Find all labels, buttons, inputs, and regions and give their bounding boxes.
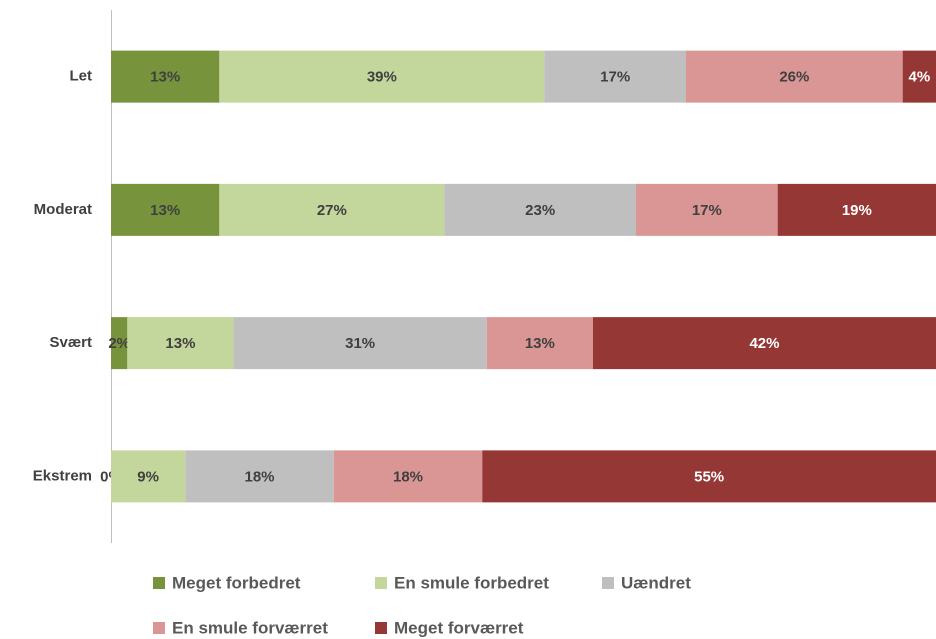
bar-segment <box>219 183 445 236</box>
bar-segment <box>902 50 936 103</box>
value-label: 2% <box>108 335 130 352</box>
bar-segment <box>111 450 186 503</box>
value-label: 13% <box>525 335 555 352</box>
bar-segment <box>486 317 593 370</box>
legend-swatch <box>153 622 165 634</box>
legend-swatch <box>153 577 165 589</box>
value-label: 42% <box>749 335 779 352</box>
bar-segment <box>444 183 636 236</box>
bar-segment <box>111 317 128 370</box>
bar-segment <box>111 50 220 103</box>
bar-segment <box>219 50 545 103</box>
category-label: Ekstrem <box>33 467 92 484</box>
bar-segment <box>233 317 487 370</box>
value-label: 27% <box>317 202 347 219</box>
legend-label: Meget forværret <box>394 618 524 637</box>
bar-segment <box>482 450 936 503</box>
value-label: 18% <box>393 468 423 485</box>
bar-segment <box>185 450 334 503</box>
bar-segment <box>111 183 220 236</box>
bar-segment <box>544 50 686 103</box>
value-label: 17% <box>692 202 722 219</box>
value-label: 31% <box>345 335 375 352</box>
value-label: 23% <box>525 202 555 219</box>
value-label: 26% <box>779 69 809 86</box>
value-label: 18% <box>244 468 274 485</box>
value-label: 9% <box>137 468 159 485</box>
value-label: 39% <box>367 69 397 86</box>
value-label: 19% <box>842 202 872 219</box>
category-label: Svært <box>49 334 92 351</box>
legend-swatch <box>602 577 614 589</box>
value-label: 17% <box>600 69 630 86</box>
value-label: 13% <box>150 69 180 86</box>
bar-segment <box>127 317 234 370</box>
legend-label: En smule forværret <box>172 618 328 637</box>
bar-segment <box>777 183 936 236</box>
value-label: 4% <box>908 69 930 86</box>
bar-segment <box>636 183 778 236</box>
value-label: 13% <box>150 202 180 219</box>
bar-segment <box>592 317 936 370</box>
value-label: 13% <box>165 335 195 352</box>
legend-label: En smule forbedret <box>394 573 549 592</box>
legend-label: Uændret <box>621 573 691 592</box>
bar-segment <box>686 50 903 103</box>
value-label: 55% <box>694 468 724 485</box>
category-label: Let <box>70 68 93 85</box>
legend-label: Meget forbedret <box>172 573 301 592</box>
category-label: Moderat <box>34 201 92 218</box>
legend-swatch <box>375 622 387 634</box>
bar-segment <box>333 450 483 503</box>
legend-swatch <box>375 577 387 589</box>
